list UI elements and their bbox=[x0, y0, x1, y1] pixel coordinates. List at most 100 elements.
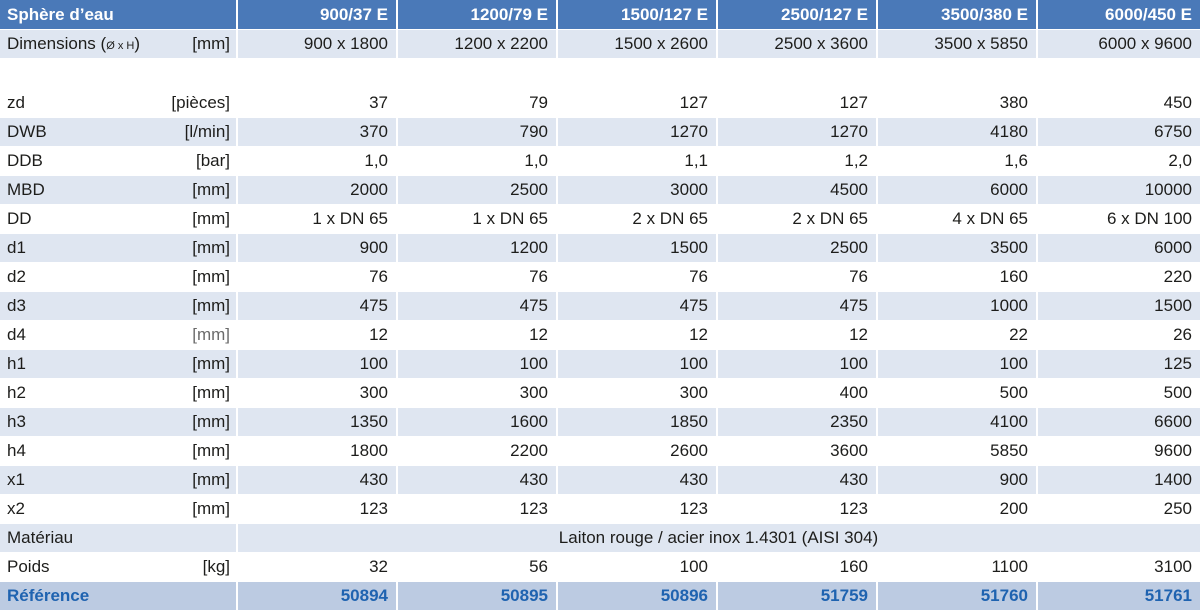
value-cell: 4500 bbox=[718, 176, 878, 205]
row-label: h1 bbox=[7, 354, 26, 373]
table-row: d2 [mm] 76 76 76 76 160 220 bbox=[0, 263, 1200, 292]
row-label-cell: Poids [kg] bbox=[0, 553, 238, 582]
row-label-cell: d1 [mm] bbox=[0, 234, 238, 263]
material-row: Matériau Laiton rouge / acier inox 1.4301… bbox=[0, 524, 1200, 553]
value-cell: 430 bbox=[718, 466, 878, 495]
value-cell: 125 bbox=[1038, 350, 1200, 379]
value-cell: 2 x DN 65 bbox=[718, 205, 878, 234]
value-cell: 123 bbox=[398, 495, 558, 524]
value-cell: 10000 bbox=[1038, 176, 1200, 205]
row-unit: [mm] bbox=[192, 441, 230, 460]
row-unit: [mm] bbox=[192, 325, 230, 344]
value-cell: 6 x DN 100 bbox=[1038, 205, 1200, 234]
value-cell: 2500 bbox=[398, 176, 558, 205]
table-row: d1 [mm] 900 1200 1500 2500 3500 6000 bbox=[0, 234, 1200, 263]
value-cell: 1400 bbox=[1038, 466, 1200, 495]
value-cell: 160 bbox=[878, 263, 1038, 292]
value-cell: 6000 bbox=[878, 176, 1038, 205]
table-row: x1 [mm] 430 430 430 430 900 1400 bbox=[0, 466, 1200, 495]
row-label: DDB bbox=[7, 151, 43, 170]
value-cell: 6000 x 9600 bbox=[1038, 30, 1200, 59]
value-cell: 76 bbox=[238, 263, 398, 292]
value-cell: 3500 x 5850 bbox=[878, 30, 1038, 59]
value-cell: 100 bbox=[718, 350, 878, 379]
value-cell: 12 bbox=[238, 321, 398, 350]
table-row: x2 [mm] 123 123 123 123 200 250 bbox=[0, 495, 1200, 524]
reference-cell: 51759 bbox=[718, 582, 878, 611]
value-cell: 4180 bbox=[878, 118, 1038, 147]
row-unit: [mm] bbox=[192, 354, 230, 373]
value-cell: 123 bbox=[238, 495, 398, 524]
row-label-cell: DWB [l/min] bbox=[0, 118, 238, 147]
value-cell: 2600 bbox=[558, 437, 718, 466]
empty-cell bbox=[238, 59, 398, 89]
value-cell: 127 bbox=[718, 89, 878, 118]
table-row: d3 [mm] 475 475 475 475 1000 1500 bbox=[0, 292, 1200, 321]
value-cell: 37 bbox=[238, 89, 398, 118]
row-label: x1 bbox=[7, 470, 25, 489]
value-cell: 1,1 bbox=[558, 147, 718, 176]
table-row: DWB [l/min] 370 790 1270 1270 4180 6750 bbox=[0, 118, 1200, 147]
row-unit: [mm] bbox=[192, 209, 230, 228]
row-label-cell: d3 [mm] bbox=[0, 292, 238, 321]
value-cell: 1270 bbox=[718, 118, 878, 147]
value-cell: 76 bbox=[398, 263, 558, 292]
value-cell: 12 bbox=[398, 321, 558, 350]
value-cell: 22 bbox=[878, 321, 1038, 350]
value-cell: 32 bbox=[238, 553, 398, 582]
value-cell: 5850 bbox=[878, 437, 1038, 466]
value-cell: 3500 bbox=[878, 234, 1038, 263]
table-row: h2 [mm] 300 300 300 400 500 500 bbox=[0, 379, 1200, 408]
empty-cell bbox=[878, 59, 1038, 89]
row-label: d1 bbox=[7, 238, 26, 257]
row-label-cell: h1 [mm] bbox=[0, 350, 238, 379]
value-cell: 79 bbox=[398, 89, 558, 118]
value-cell: 1 x DN 65 bbox=[398, 205, 558, 234]
value-cell: 380 bbox=[878, 89, 1038, 118]
value-cell: 127 bbox=[558, 89, 718, 118]
value-cell: 1350 bbox=[238, 408, 398, 437]
value-cell: 475 bbox=[718, 292, 878, 321]
header-cell: 3500/380 E bbox=[878, 0, 1038, 30]
row-unit: [mm] bbox=[192, 499, 230, 518]
value-cell: 1600 bbox=[398, 408, 558, 437]
value-cell: 6750 bbox=[1038, 118, 1200, 147]
empty-cell bbox=[1038, 59, 1200, 89]
material-value: Laiton rouge / acier inox 1.4301 (AISI 3… bbox=[238, 524, 1200, 553]
reference-cell: 50895 bbox=[398, 582, 558, 611]
value-cell: 123 bbox=[558, 495, 718, 524]
header-cell: 1500/127 E bbox=[558, 0, 718, 30]
empty-cell bbox=[718, 59, 878, 89]
row-label: h2 bbox=[7, 383, 26, 402]
spacer-row bbox=[0, 59, 1200, 89]
value-cell: 2,0 bbox=[1038, 147, 1200, 176]
value-cell: 1500 bbox=[1038, 292, 1200, 321]
value-cell: 100 bbox=[558, 350, 718, 379]
value-cell: 3600 bbox=[718, 437, 878, 466]
value-cell: 300 bbox=[238, 379, 398, 408]
reference-cell: 51760 bbox=[878, 582, 1038, 611]
value-cell: 2350 bbox=[718, 408, 878, 437]
table-row: MBD [mm] 2000 2500 3000 4500 6000 10000 bbox=[0, 176, 1200, 205]
value-cell: 2500 bbox=[718, 234, 878, 263]
row-unit: [mm] bbox=[192, 412, 230, 431]
row-label-cell: Dimensions (Ø x H) [mm] bbox=[0, 30, 238, 59]
row-label: d4 bbox=[7, 325, 26, 344]
empty-cell bbox=[0, 59, 238, 89]
row-unit: [l/min] bbox=[184, 122, 230, 141]
value-cell: 300 bbox=[398, 379, 558, 408]
value-cell: 160 bbox=[718, 553, 878, 582]
value-cell: 790 bbox=[398, 118, 558, 147]
value-cell: 1850 bbox=[558, 408, 718, 437]
value-cell: 430 bbox=[558, 466, 718, 495]
row-label-cell: h2 [mm] bbox=[0, 379, 238, 408]
reference-cell: 50896 bbox=[558, 582, 718, 611]
header-row: Sphère d’eau 900/37 E 1200/79 E 1500/127… bbox=[0, 0, 1200, 30]
table-row: h4 [mm] 1800 2200 2600 3600 5850 9600 bbox=[0, 437, 1200, 466]
value-cell: 9600 bbox=[1038, 437, 1200, 466]
row-label-cell: h3 [mm] bbox=[0, 408, 238, 437]
value-cell: 370 bbox=[238, 118, 398, 147]
value-cell: 2 x DN 65 bbox=[558, 205, 718, 234]
weight-row: Poids [kg] 32 56 100 160 1100 3100 bbox=[0, 553, 1200, 582]
table-row: h3 [mm] 1350 1600 1850 2350 4100 6600 bbox=[0, 408, 1200, 437]
